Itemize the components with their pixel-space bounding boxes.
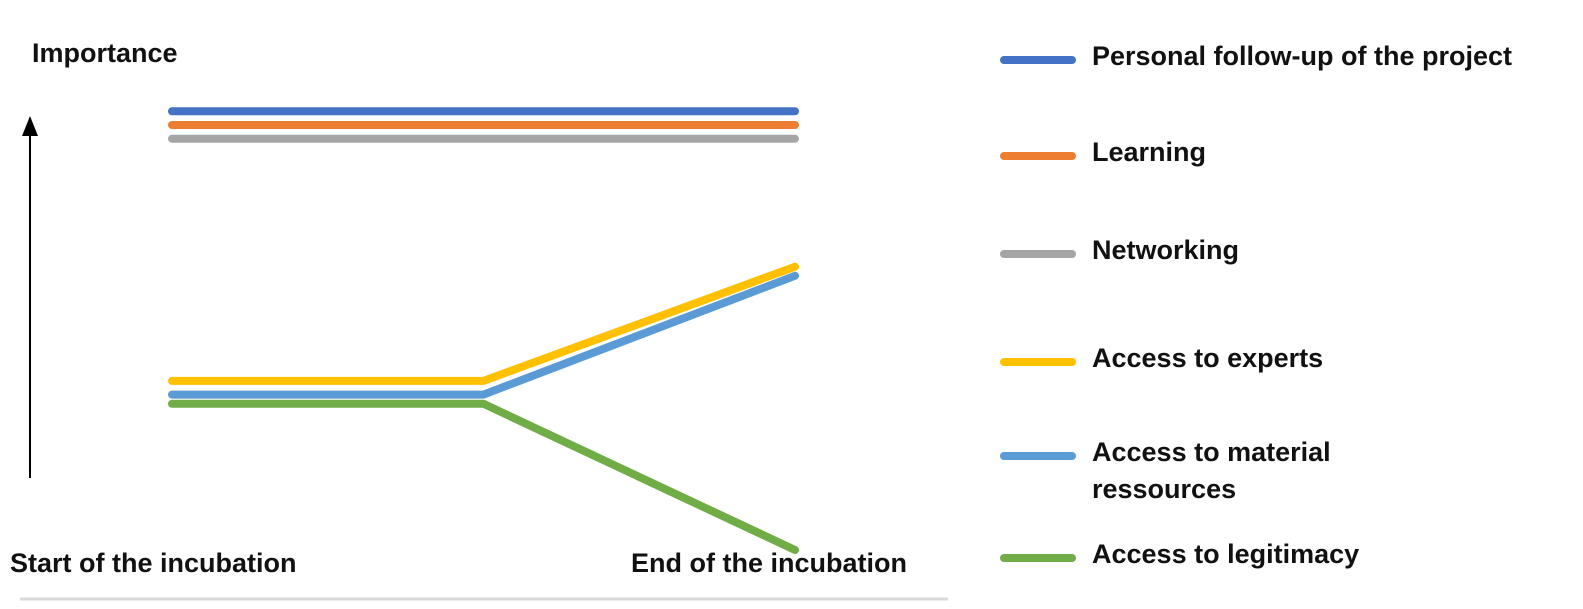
legend-swatch-0	[1000, 56, 1076, 64]
x-axis-start-label: Start of the incubation	[10, 548, 297, 578]
legend-label-2: Networking	[1092, 235, 1240, 265]
x-axis-end-label: End of the incubation	[631, 548, 907, 578]
legend-label-4: Access to material ressources	[1092, 437, 1331, 504]
legend-swatch-5	[1000, 554, 1076, 562]
series-line-3	[168, 262, 799, 385]
legend-swatch-3	[1000, 358, 1076, 366]
series-lines	[168, 107, 799, 554]
y-axis-label: Importance	[32, 38, 178, 68]
legend-label-5: Access to legitimacy	[1092, 539, 1360, 569]
legend: Personal follow-up of the project Learnin…	[1000, 0, 1580, 609]
legend-swatch-2	[1000, 250, 1076, 258]
legend-swatch-4	[1000, 452, 1076, 460]
legend-label-3: Access to experts	[1092, 343, 1324, 373]
legend-swatch-1	[1000, 152, 1076, 160]
legend-label-1: Learning	[1092, 137, 1207, 167]
series-line-5	[168, 399, 799, 554]
y-axis-arrowhead	[22, 116, 38, 136]
series-line-4	[168, 271, 799, 399]
legend-label-0: Personal follow-up of the project	[1092, 41, 1513, 71]
